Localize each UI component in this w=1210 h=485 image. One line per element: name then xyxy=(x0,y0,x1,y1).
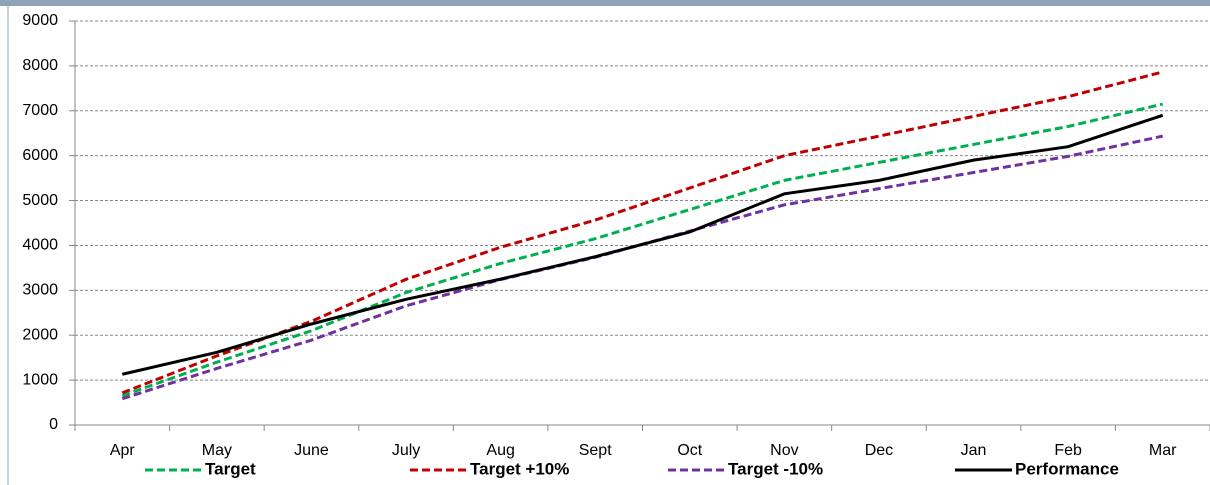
x-tick-label: Jan xyxy=(961,442,987,459)
y-tick-label: 7000 xyxy=(22,102,58,119)
y-tick-label: 6000 xyxy=(22,147,58,164)
y-tick-label: 0 xyxy=(49,416,58,433)
series-line xyxy=(121,70,1164,395)
y-tick-label: 5000 xyxy=(22,192,58,209)
y-tick-label: 2000 xyxy=(22,326,58,343)
x-tick-label: Feb xyxy=(1054,442,1082,459)
series-line xyxy=(121,134,1164,401)
y-tick-label: 9000 xyxy=(22,12,58,29)
y-tick-label: 8000 xyxy=(22,57,58,74)
x-tick-label: Oct xyxy=(677,442,702,459)
x-tick-label: Sept xyxy=(579,442,612,459)
series-line xyxy=(121,113,1164,376)
x-tick-label: Dec xyxy=(865,442,893,459)
top-strip xyxy=(0,0,1210,6)
x-tick-label: Apr xyxy=(110,442,136,459)
y-tick-label: 1000 xyxy=(22,371,58,388)
legend-label: Target +10% xyxy=(470,459,569,478)
x-tick-label: Nov xyxy=(770,442,798,459)
legend-label: Performance xyxy=(1015,459,1119,478)
x-tick-label: July xyxy=(392,442,420,459)
legend-label: Target -10% xyxy=(728,459,823,478)
x-tick-label: Mar xyxy=(1149,442,1177,459)
x-tick-label: June xyxy=(294,442,329,459)
x-tick-label: May xyxy=(202,442,232,459)
legend-label: Target xyxy=(205,459,256,478)
y-tick-label: 4000 xyxy=(22,237,58,254)
series-line xyxy=(121,102,1164,398)
x-tick-label: Aug xyxy=(486,442,514,459)
y-tick-label: 3000 xyxy=(22,282,58,299)
